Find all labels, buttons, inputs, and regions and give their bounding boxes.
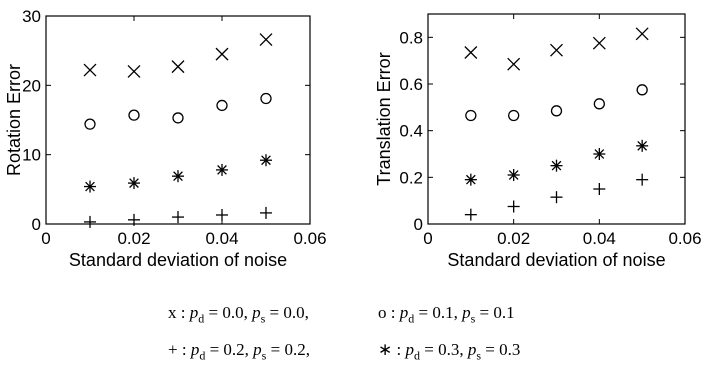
plus-marker (260, 206, 272, 219)
legend-entry-star: ∗ : pd = 0.3, ps = 0.3 (378, 340, 521, 363)
x-marker (592, 36, 606, 50)
rotation-error-chart: 0 0.02 0.04 0.06 0 10 20 30 Standard deviation o… (4, 7, 702, 270)
plus-marker (464, 208, 477, 221)
y-tick-label: 0.8 (399, 28, 423, 47)
legend-pd-value: 0.2 (223, 340, 245, 359)
x-marker (83, 63, 97, 77)
plus-marker (507, 200, 520, 213)
star-marker (593, 148, 606, 160)
circle-marker (593, 98, 605, 110)
star-marker (260, 154, 272, 167)
x-tick-label: 0.02 (497, 229, 530, 248)
circle-marker (84, 118, 96, 130)
star-marker (216, 163, 228, 176)
legend-marker-plus: + (168, 340, 178, 359)
legend-ps-value: 0.2, (284, 340, 310, 359)
x-marker (171, 60, 185, 74)
y-axis-label: Rotation Error (4, 64, 24, 176)
y-axis-label: Translation Error (374, 52, 394, 185)
plus-marker (550, 191, 563, 204)
legend-ps-value: 0.3 (499, 340, 521, 359)
x-tick-label: 0.04 (583, 229, 616, 248)
circle-marker (465, 109, 477, 122)
y-tick-label: 0 (414, 215, 423, 234)
plus-marker (84, 215, 96, 228)
star-marker (128, 177, 140, 190)
circle-marker (172, 112, 184, 124)
star-marker (550, 159, 563, 172)
legend-ps-value: 0.0, (283, 303, 309, 322)
x-tick-label: 0.06 (668, 229, 701, 248)
x-marker (635, 27, 649, 41)
star-marker (172, 170, 184, 183)
y-tick-label: 10 (22, 146, 41, 165)
y-tick-label: 0.6 (399, 75, 423, 94)
y-tick-label: 0.4 (399, 122, 423, 141)
x-tick-label: 0.02 (117, 229, 150, 248)
x-tick-label: 0 (423, 229, 432, 248)
plot-frame (427, 13, 686, 225)
star-marker (84, 180, 96, 193)
circle-marker (550, 105, 563, 117)
plus-marker (128, 213, 140, 226)
x-tick-label: 0.06 (293, 229, 326, 248)
star-marker (507, 169, 520, 181)
legend-ps-value: 0.1 (493, 303, 515, 322)
circle-marker (260, 92, 272, 105)
plus-marker (172, 211, 184, 224)
star-marker (636, 139, 649, 152)
plus-marker (593, 183, 606, 195)
legend-entry-plus: + : pd = 0.2, ps = 0.2, (168, 340, 310, 363)
legend-entry-x: x : pd = 0.0, ps = 0.0, (168, 303, 309, 326)
rotation-plot: 0 0.02 0.04 0.06 0 10 20 30 Standard deviation o… (4, 7, 327, 270)
plus-marker (216, 208, 228, 221)
legend-pd-value: 0.1 (432, 303, 454, 322)
legend-entry-o: o : pd = 0.1, ps = 0.1 (378, 303, 515, 326)
x-marker (507, 57, 521, 71)
circle-marker (128, 109, 140, 121)
legend-pd-value: 0.0 (222, 303, 244, 322)
x-axis-label: Standard deviation of noise (447, 250, 665, 270)
circle-marker (636, 84, 648, 96)
legend-marker-x: x (168, 303, 177, 322)
plus-marker (636, 173, 649, 186)
legend-pd-value: 0.3 (438, 340, 460, 359)
x-marker (550, 43, 563, 57)
x-marker (127, 65, 141, 78)
x-marker (464, 46, 478, 59)
x-tick-label: 0 (41, 229, 50, 248)
y-tick-label: 30 (22, 7, 41, 26)
translation-plot: 0 0.02 0.04 0.06 0 0.2 0.4 0.6 0.8 Standard devia… (374, 13, 702, 270)
y-tick-label: 0.2 (399, 168, 423, 187)
x-axis-label: Standard deviation of noise (69, 250, 287, 270)
x-marker (259, 33, 273, 47)
legend-marker-o: o (378, 303, 387, 322)
y-tick-label: 0 (32, 215, 41, 234)
x-marker (215, 47, 229, 61)
plot-frame (45, 15, 311, 225)
circle-marker (216, 99, 228, 112)
legend-marker-star: ∗ (378, 340, 393, 359)
star-marker (464, 173, 477, 186)
y-tick-label: 20 (22, 76, 41, 95)
x-tick-label: 0.04 (205, 229, 238, 248)
circle-marker (508, 109, 520, 122)
